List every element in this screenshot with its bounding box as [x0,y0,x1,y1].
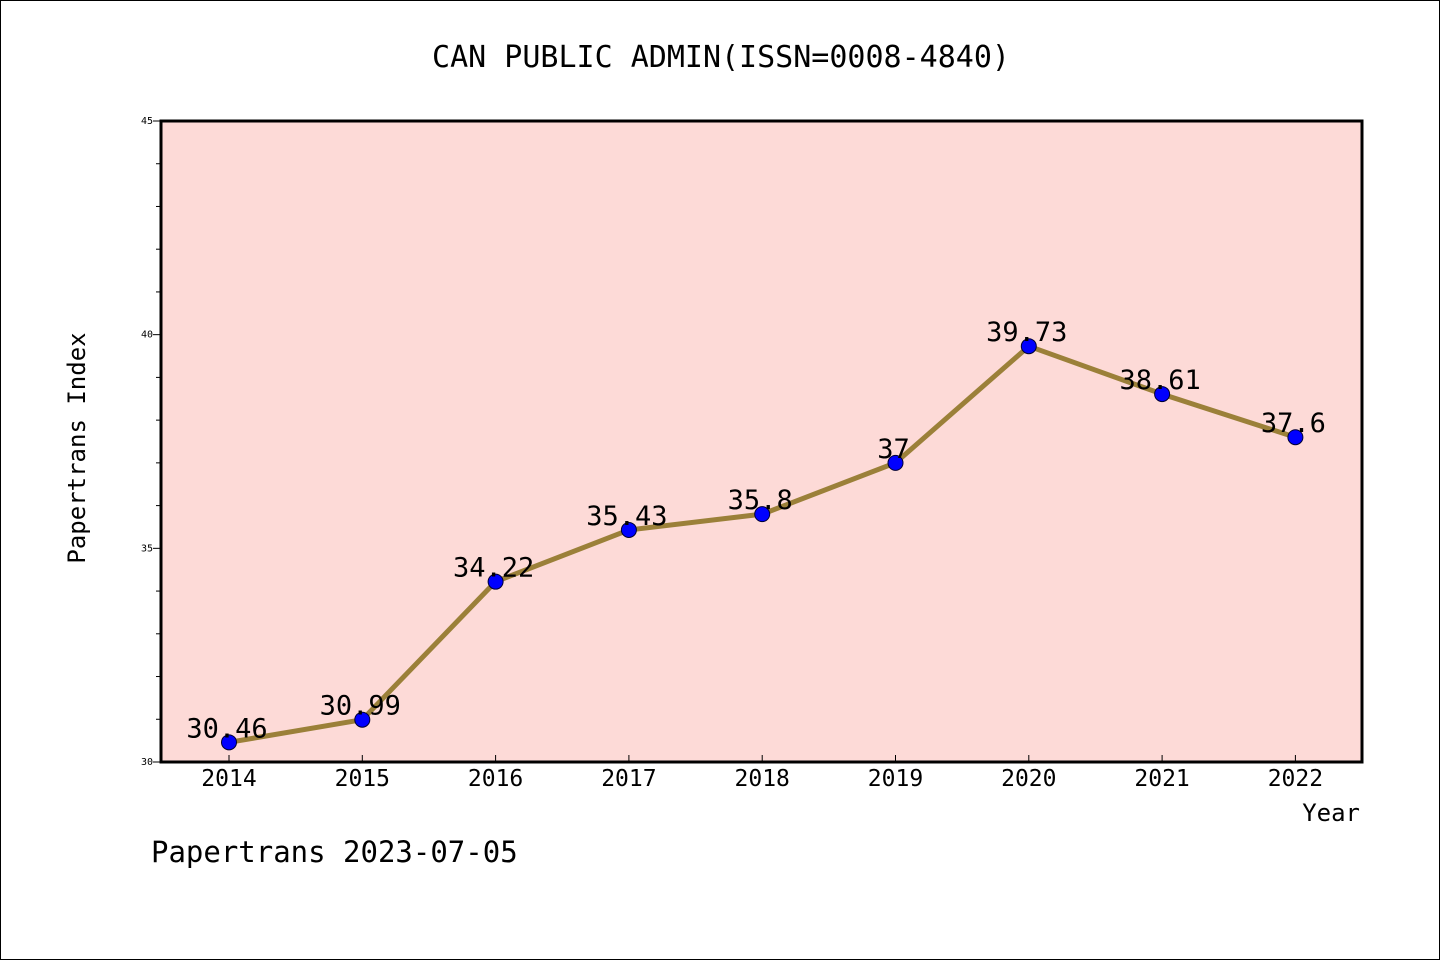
x-axis: 2014 2015 2016 2017 2018 2019 2020 2021 2022 [201,755,1323,792]
x-tick-label: 2021 [1134,766,1189,792]
x-tick-label: 2022 [1268,766,1323,792]
x-tick-label: 2015 [335,766,390,792]
x-tick-label: 2016 [468,766,523,792]
y-tick-label: 30 [141,757,153,768]
data-label: 35.8 [728,485,793,516]
data-label: 37.6 [1261,408,1326,439]
data-label: 38.61 [1119,365,1200,396]
data-label: 34.22 [453,553,534,584]
x-axis-label: Year [1302,799,1360,827]
x-tick-label: 2017 [601,766,656,792]
data-point [754,506,771,523]
chart-title: CAN PUBLIC ADMIN(ISSN=0008-4840) [432,40,1010,75]
y-tick-label: 35 [141,543,153,554]
data-label: 30.99 [320,691,401,722]
y-axis-label: Papertrans Index [63,332,91,563]
data-label: 30.46 [186,713,267,744]
y-axis: 30 35 40 45 [141,116,161,768]
data-label: 39.73 [986,317,1067,348]
x-tick-label: 2020 [1001,766,1056,792]
x-tick-label: 2014 [201,766,256,792]
data-point [1287,429,1304,446]
y-tick-label: 40 [141,330,153,341]
series-group: 30.46 30.99 34.22 35.43 35.8 37 39.73 38.61 37.6 [186,317,1326,751]
data-point [887,454,904,471]
x-tick-label: 2019 [868,766,923,792]
plot-area [159,119,1364,764]
footer-text: Papertrans 2023-07-05 [151,835,518,869]
data-point [1020,338,1037,355]
data-point [487,573,504,590]
y-tick-label: 45 [141,116,153,127]
data-point [620,521,637,538]
data-label: 35.43 [586,501,667,532]
data-point [221,734,237,751]
x-tick-label: 2018 [735,766,790,792]
data-label: 37 [877,434,910,465]
data-point [1154,386,1171,403]
data-point [354,711,371,728]
